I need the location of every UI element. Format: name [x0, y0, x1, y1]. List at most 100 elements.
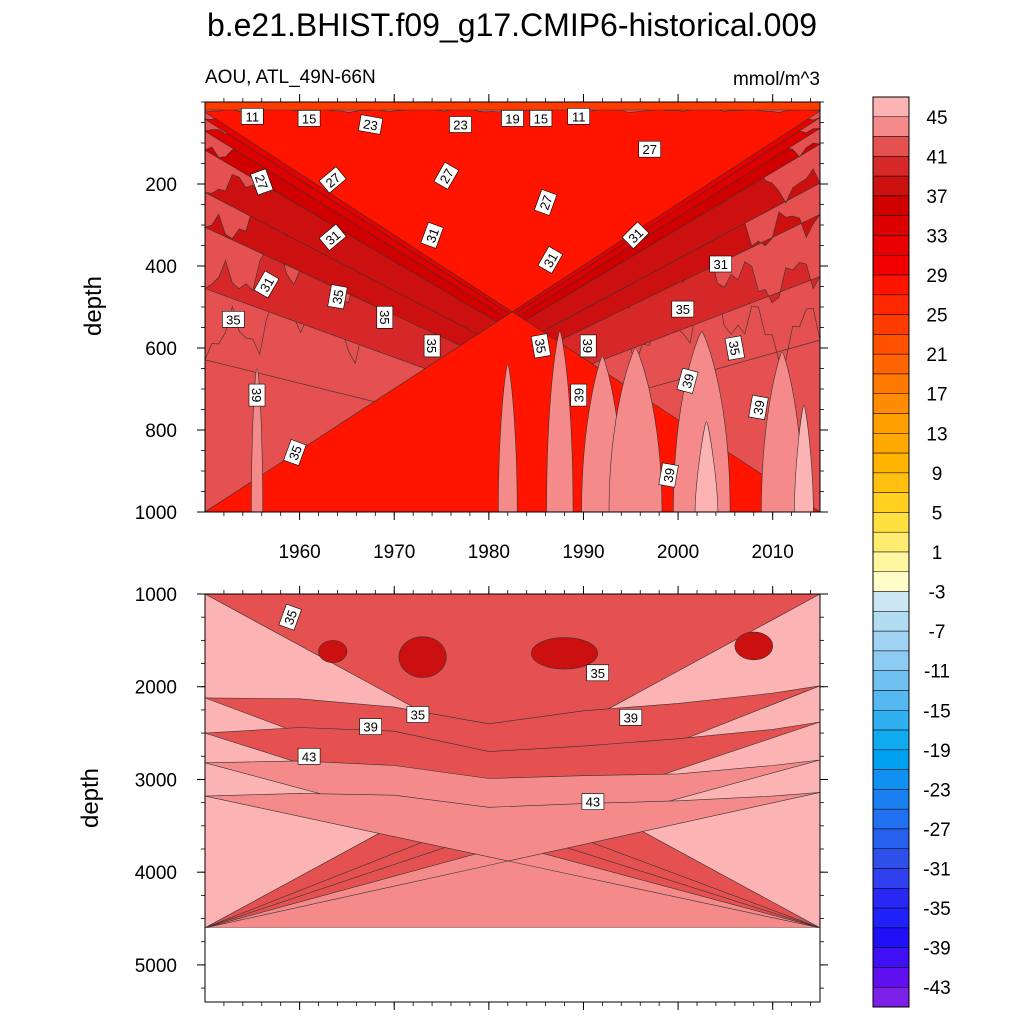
- contour-label-box: [501, 110, 524, 127]
- contour-label-box: [433, 161, 460, 190]
- contour-label-box: [724, 335, 745, 361]
- contour-label-text: 11: [572, 109, 586, 124]
- lower-axes: 1000 2000 3000 4000 5000: [135, 585, 828, 1010]
- contour-label-box: [533, 188, 558, 216]
- chart-title: b.e21.BHIST.f09_g17.CMIP6-historical.009: [207, 7, 817, 43]
- upper-deep-patch: [608, 347, 663, 513]
- contour-label: 35: [376, 305, 394, 329]
- x-tick-label: 1980: [468, 542, 510, 563]
- contour-label-box: [376, 305, 394, 329]
- colorbar-box: [872, 96, 910, 118]
- contour-label-text: 39: [624, 710, 638, 725]
- contour-label-box: [671, 300, 695, 318]
- contour-label-text: 35: [726, 340, 743, 357]
- y-tick-label: 1000: [135, 503, 177, 524]
- colorbar-label: 1: [932, 543, 943, 564]
- x-tick-label: 2000: [657, 542, 699, 563]
- contour-label-text: 27: [437, 166, 457, 186]
- contour-label: 31: [420, 221, 444, 249]
- lower-ylabel: depth: [77, 768, 104, 828]
- colorbar-label: 41: [926, 147, 947, 168]
- contour-label: 19: [501, 110, 524, 127]
- lower-contour-blob: [398, 636, 447, 678]
- colorbar-label: -31: [923, 860, 950, 881]
- colorbar-box: [872, 967, 910, 988]
- y-tick-label: 600: [145, 339, 177, 360]
- colorbar-label: 21: [926, 345, 947, 366]
- contour-label-text: 35: [286, 443, 305, 462]
- contour-label-box: [567, 108, 591, 125]
- colorbar-box: [872, 215, 910, 236]
- contour-label-box: [297, 110, 321, 127]
- contour-label: 23: [449, 116, 472, 133]
- contour-label: 15: [297, 110, 321, 127]
- contour-label: 35: [406, 706, 430, 723]
- upper-ylabel: depth: [80, 276, 107, 336]
- colorbar-box: [872, 294, 910, 315]
- contour-label-box: [581, 793, 605, 811]
- colorbar-box: [872, 175, 910, 197]
- upper-contour-labels: 11 15 23 23 19 15 11 27 27 27 27 27 31 31 31 31 31 31 35 35…: [222, 108, 769, 488]
- contour-label: 35: [327, 284, 348, 310]
- contour-label: 27: [433, 161, 460, 190]
- contour-label-text: 35: [281, 608, 300, 627]
- contour-label-text: 39: [679, 372, 697, 390]
- contour-label: 35: [222, 310, 245, 328]
- contour-label-text: 27: [642, 142, 656, 157]
- colorbar-box: [872, 907, 910, 929]
- contour-label: 23: [358, 114, 384, 135]
- colorbar-box: [872, 531, 910, 553]
- contour-label: 11: [241, 108, 264, 125]
- x-tick-label: 1970: [373, 542, 415, 563]
- colorbar-box: [872, 591, 910, 612]
- contour-label: 15: [529, 110, 553, 127]
- contour-label-box: [406, 706, 430, 723]
- contour-label-text: 35: [411, 708, 425, 723]
- lower-contour-blob: [318, 640, 348, 663]
- contour-label-box: [297, 747, 321, 765]
- colorbar-box: [872, 314, 910, 335]
- colorbar-box: [872, 650, 910, 671]
- colorbar-box: [872, 512, 910, 533]
- lower-missing-area: [205, 927, 820, 1002]
- contour-label: 39: [359, 718, 382, 735]
- y-tick-label: 1000: [135, 585, 177, 606]
- contour-label-text: 39: [249, 388, 264, 402]
- y-tick-label: 200: [145, 175, 177, 196]
- contour-label: 43: [581, 793, 605, 811]
- contour-label-text: 27: [537, 193, 556, 212]
- contour-label: 35: [586, 664, 610, 682]
- contour-label-box: [278, 603, 302, 631]
- contour-label-box: [248, 383, 266, 407]
- contour-label-box: [327, 284, 348, 310]
- contour-label: 27: [318, 166, 347, 194]
- contour-label-text: 39: [363, 720, 377, 735]
- contour-label-box: [253, 270, 280, 299]
- colorbar-box: [872, 828, 910, 849]
- colorbar-label: -19: [923, 741, 950, 762]
- contour-label-box: [638, 140, 662, 158]
- colorbar-box: [872, 551, 910, 573]
- contour-label-text: 35: [676, 302, 690, 317]
- contour-label-text: 39: [660, 467, 677, 484]
- lower-frame: [204, 593, 821, 1003]
- colorbar-label: -15: [923, 701, 950, 722]
- colorbar-box: [872, 710, 910, 731]
- colorbar-box: [872, 334, 910, 355]
- contour-label-text: 43: [302, 749, 316, 764]
- colorbar-label: 37: [926, 187, 947, 208]
- contour-label-text: 35: [424, 339, 439, 353]
- contour-label-box: [748, 394, 769, 420]
- upper-deep-patch: [498, 364, 518, 513]
- colorbar-box: [872, 156, 910, 177]
- colorbar-box: [872, 729, 910, 751]
- contour-label-box: [222, 310, 245, 328]
- lower-contour-band: [204, 792, 821, 929]
- contour-label-box: [658, 462, 679, 488]
- x-tick-label: 1960: [278, 542, 320, 563]
- colorbar-box: [872, 255, 910, 276]
- contour-label: 31: [318, 223, 347, 251]
- upper-surface-band: [204, 101, 821, 111]
- contour-label-box: [241, 108, 264, 125]
- colorbar-box: [872, 611, 910, 632]
